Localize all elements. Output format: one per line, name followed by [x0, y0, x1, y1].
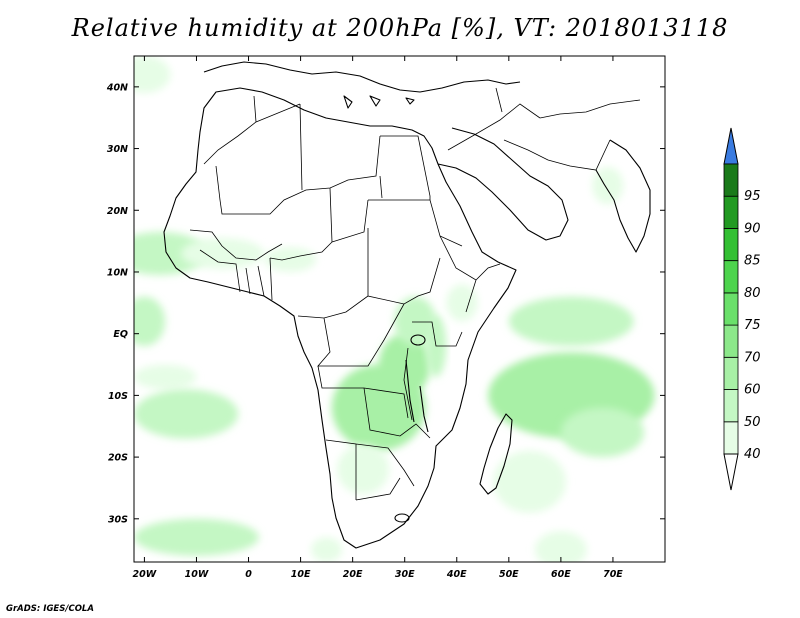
colorbar-segment: [723, 260, 739, 294]
humidity-patch: [394, 296, 436, 346]
lat-tick-label: 10S: [108, 391, 128, 402]
lat-tick-label: 20S: [108, 453, 128, 464]
map-frame: [133, 55, 666, 563]
lon-tick-label: 40E: [446, 569, 467, 580]
latitude-axis: 40N 30N 20N 10N EQ 10S 20S 30S: [106, 82, 665, 525]
humidity-patch: [134, 518, 259, 556]
colorbar-segment: [723, 389, 739, 423]
colorbar-segment: [723, 195, 739, 229]
lakes: [394, 334, 429, 523]
colorbar-label: 70: [744, 350, 761, 365]
colorbar-label: 60: [744, 383, 761, 398]
arabia-coastline: [437, 127, 569, 241]
lon-tick-label: 30E: [395, 569, 415, 580]
europe-coastline: [203, 61, 521, 93]
lon-tick-label: 20E: [343, 569, 363, 580]
colorbar-segment: [723, 421, 739, 455]
colorbar: 40 50 60 70 75 80 85 90 95: [723, 127, 761, 491]
colorbar-segment: [723, 324, 739, 358]
humidity-field: [134, 56, 655, 562]
lat-tick-label: EQ: [113, 329, 128, 340]
humidity-patch: [508, 296, 634, 346]
humidity-patch: [337, 444, 390, 495]
lat-tick-label: 30S: [108, 514, 128, 525]
humidity-patch: [592, 167, 624, 205]
humidity-patch: [264, 247, 317, 272]
lon-tick-label: 70E: [603, 569, 623, 580]
lon-tick-label: 10E: [291, 569, 311, 580]
africa-coastline: [163, 87, 517, 549]
colorbar-label: 40: [744, 447, 761, 462]
lat-tick-label: 10N: [107, 267, 128, 278]
colorbar-overflow-arrow: [723, 127, 739, 165]
colorbar-label: 85: [744, 254, 761, 269]
longitude-axis: 20W 10W 0 10E 20E 30E 40E 50E 60E 70E: [133, 56, 623, 580]
colorbar-label: 95: [744, 189, 761, 204]
humidity-patch: [311, 537, 343, 562]
lat-tick-label: 20N: [107, 206, 128, 217]
lon-tick-label: 10W: [185, 569, 209, 580]
colorbar-label: 50: [744, 415, 761, 430]
colorbar-underflow-arrow: [723, 453, 739, 491]
humidity-patch: [560, 407, 645, 458]
colorbar-segment: [723, 356, 739, 390]
humidity-patch: [493, 450, 566, 513]
humidity-patch: [134, 56, 171, 93]
lon-tick-label: 50E: [499, 569, 519, 580]
colorbar-segment: [723, 292, 739, 326]
country-borders: [189, 87, 641, 501]
humidity-patch: [180, 238, 265, 269]
colorbar-label: 75: [744, 318, 761, 333]
humidity-patch: [446, 284, 478, 322]
humidity-patch: [134, 231, 207, 276]
lat-tick-label: 40N: [106, 82, 128, 93]
humidity-patch: [134, 296, 166, 346]
humidity-patch: [134, 389, 239, 439]
lon-tick-label: 20W: [133, 569, 157, 580]
colorbar-label: 90: [744, 221, 761, 236]
colorbar-segment: [723, 163, 739, 197]
india-coastline: [595, 139, 651, 253]
lon-tick-label: 60E: [551, 569, 571, 580]
humidity-patch: [134, 364, 197, 390]
humidity-patch: [534, 531, 587, 562]
colorbar-label: 80: [744, 286, 761, 301]
colorbar-segment: [723, 227, 739, 261]
grads-credit: GrADS: IGES/COLA: [6, 604, 94, 614]
lon-tick-label: 0: [245, 569, 252, 580]
chart-title: Relative humidity at 200hPa [%], VT: 201…: [71, 14, 729, 42]
humidity-patch: [378, 333, 431, 396]
mediterranean-islands: [343, 95, 415, 109]
coastlines: [163, 61, 651, 549]
madagascar-coastline: [479, 413, 513, 495]
lat-tick-label: 30N: [107, 144, 128, 155]
